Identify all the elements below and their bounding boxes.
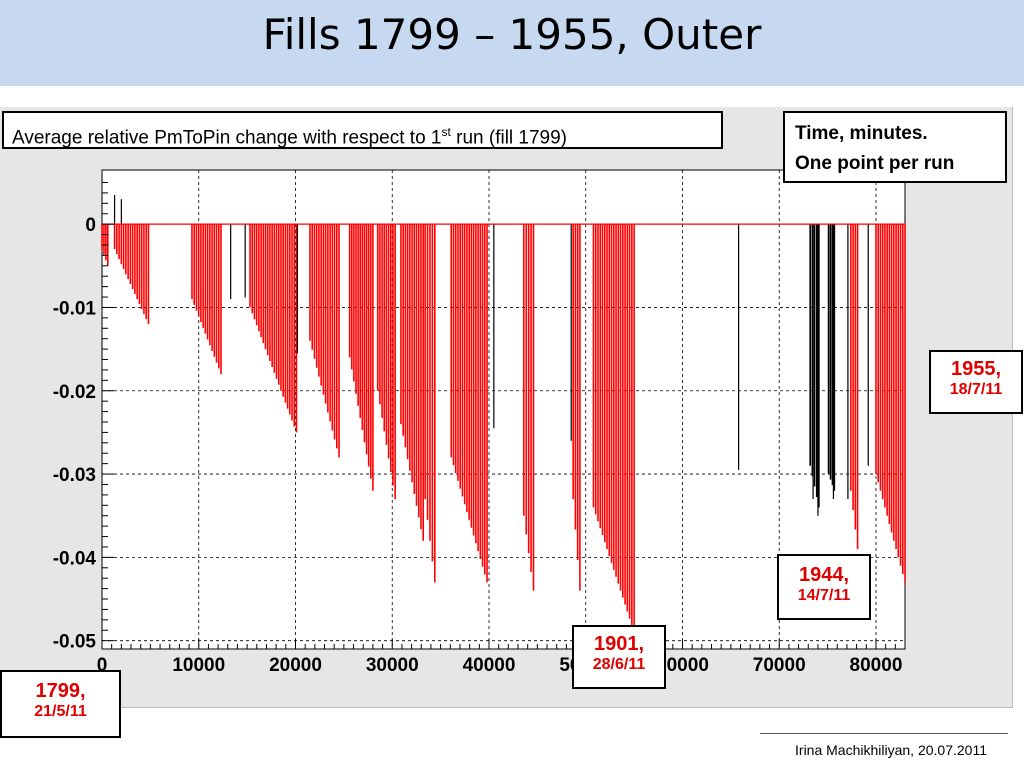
footer-divider <box>760 733 1008 734</box>
description-superscript: st <box>441 125 451 139</box>
callout-fill-1955: 1955, 18/7/11 <box>929 350 1023 414</box>
callout-fill-number: 1955, <box>950 358 1002 380</box>
y-tick-label: -0.01 <box>53 298 97 319</box>
callout-fill-number: 1901, <box>593 633 645 655</box>
axis-note-box: Time, minutes. One point per run <box>783 111 1007 183</box>
x-tick-label: 60000 <box>656 655 709 676</box>
x-tick-label: 80000 <box>850 655 903 676</box>
y-tick-label: 0 <box>85 215 96 236</box>
axis-note-line1: Time, minutes. <box>795 123 928 144</box>
y-tick-label: -0.04 <box>53 548 97 569</box>
x-tick-label: 20000 <box>269 655 322 676</box>
callout-fill-number: 1799, <box>35 680 86 702</box>
footer-author-date: Irina Machikhiliyan, 20.07.2011 <box>795 742 987 758</box>
callout-date: 21/5/11 <box>34 703 87 720</box>
y-tick-label: -0.05 <box>53 632 97 653</box>
title-bar <box>0 0 1024 86</box>
callout-date: 14/7/11 <box>797 587 851 604</box>
x-tick-label: 40000 <box>463 655 516 676</box>
axis-note-line2: One point per run <box>795 153 955 174</box>
description-text-end: run (fill 1799) <box>450 127 568 149</box>
x-tick-label: 30000 <box>366 655 419 676</box>
plot-area <box>101 169 906 650</box>
callout-date: 28/6/11 <box>592 656 646 673</box>
callout-date: 18/7/11 <box>949 381 1003 398</box>
callout-fill-1901: 1901, 28/6/11 <box>572 625 666 689</box>
callout-fill-1799: 1799, 21/5/11 <box>0 670 121 738</box>
x-tick-label: 0 <box>97 655 108 676</box>
callout-fill-number: 1944, <box>798 564 850 586</box>
slide-title: Fills 1799 – 1955, Outer <box>262 10 762 59</box>
callout-fill-1944: 1944, 14/7/11 <box>777 554 871 620</box>
chart-description-box: Average relative PmToPin change with res… <box>2 111 723 149</box>
description-text: Average relative PmToPin change with res… <box>12 127 442 149</box>
y-tick-label: -0.02 <box>53 382 96 403</box>
x-tick-label: 70000 <box>753 655 806 676</box>
y-tick-label: -0.03 <box>53 465 96 486</box>
x-tick-label: 10000 <box>172 655 225 676</box>
